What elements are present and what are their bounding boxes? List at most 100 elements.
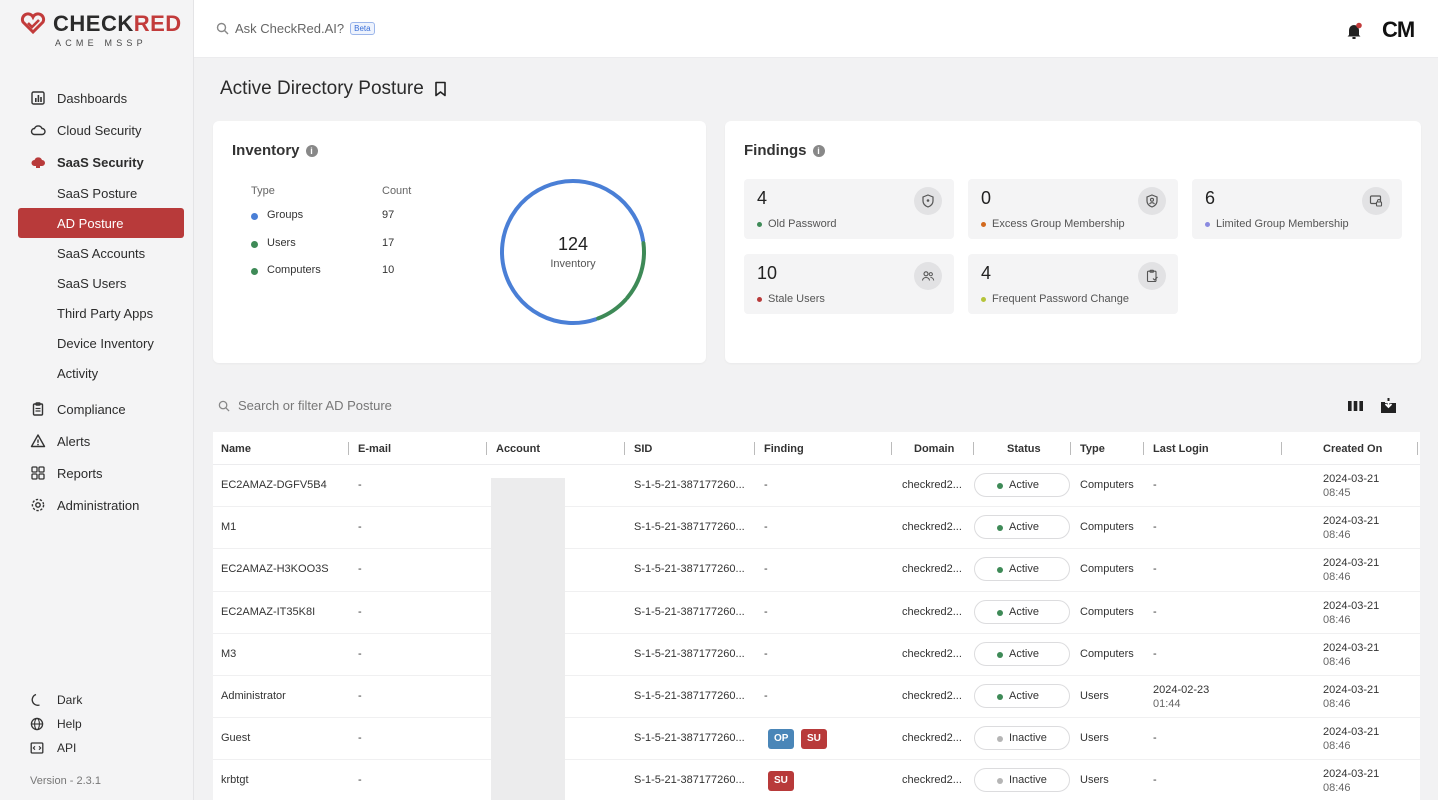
nav-saas-posture[interactable]: SaaS Posture xyxy=(0,178,194,208)
cell-name: EC2AMAZ-DGFV5B4 xyxy=(221,479,327,491)
finding-old-password[interactable]: 4 Old Password xyxy=(744,179,954,239)
logo[interactable]: CHECKRED ACME MSSP xyxy=(20,10,185,50)
dark-mode-toggle[interactable]: Dark xyxy=(0,688,194,712)
col-separator[interactable] xyxy=(1281,442,1282,455)
nav-administration[interactable]: Administration xyxy=(0,489,194,521)
cell-name: M3 xyxy=(221,647,237,660)
cell-sid: S-1-5-21-387177260... xyxy=(634,647,745,660)
inventory-count: 10 xyxy=(382,264,395,276)
nav-dashboards[interactable]: Dashboards xyxy=(0,82,194,114)
cell-domain: checkred2... xyxy=(902,479,962,491)
col-last-login[interactable]: Last Login xyxy=(1153,443,1209,455)
gear-icon xyxy=(31,498,45,512)
cell-sid: S-1-5-21-387177260... xyxy=(634,479,745,491)
status-badge: Active xyxy=(974,473,1070,497)
inventory-donut-chart[interactable] xyxy=(498,177,648,327)
col-separator[interactable] xyxy=(1417,442,1418,455)
col-type[interactable]: Type xyxy=(1080,443,1105,455)
cell-type: Computers xyxy=(1080,605,1134,618)
nav-ad-posture[interactable]: AD Posture xyxy=(18,208,184,238)
col-sid[interactable]: SID xyxy=(634,443,653,455)
warning-icon xyxy=(30,434,46,448)
col-created-on[interactable]: Created On xyxy=(1323,443,1383,455)
findings-card: Findings i 4 Old Password 0 Excess Group… xyxy=(725,121,1421,363)
col-separator[interactable] xyxy=(1143,442,1144,455)
nav-third-party-apps[interactable]: Third Party Apps xyxy=(0,298,194,328)
nav-saas-accounts[interactable]: SaaS Accounts xyxy=(0,238,194,268)
status-text: Active xyxy=(1009,689,1039,702)
col-separator[interactable] xyxy=(1070,442,1071,455)
col-finding[interactable]: Finding xyxy=(764,443,804,455)
ask-ai-search[interactable]: Ask CheckRed.AI? Beta xyxy=(216,21,375,36)
nav-cloud-security[interactable]: Cloud Security xyxy=(0,114,194,146)
nav-alerts[interactable]: Alerts xyxy=(0,425,194,457)
col-name[interactable]: Name xyxy=(221,443,251,455)
finding-excess-group-membership[interactable]: 0 Excess Group Membership xyxy=(968,179,1178,239)
finding-dot xyxy=(757,297,762,302)
cell-type: Computers xyxy=(1080,563,1134,576)
info-icon[interactable]: i xyxy=(305,144,318,157)
bookmark-icon[interactable] xyxy=(434,81,447,97)
nav-reports[interactable]: Reports xyxy=(0,457,194,489)
nav-compliance[interactable]: Compliance xyxy=(0,393,194,425)
columns-icon[interactable] xyxy=(1347,399,1364,413)
table-row[interactable]: Administrator - S-1-5-21-387177260... - chec… xyxy=(213,676,1420,719)
info-icon[interactable]: i xyxy=(812,144,825,157)
cell-domain: checkred2... xyxy=(902,563,962,576)
nav-saas-users[interactable]: SaaS Users xyxy=(0,268,194,298)
cell-domain: checkred2... xyxy=(902,647,962,660)
col-separator[interactable] xyxy=(486,442,487,455)
cell-name: Guest xyxy=(221,732,251,745)
finding-frequent-password-change[interactable]: 4 Frequent Password Change xyxy=(968,254,1178,314)
table-row[interactable]: M3 - S-1-5-21-387177260... - checkred2... Act… xyxy=(213,634,1420,676)
cell-domain: checkred2... xyxy=(902,732,962,745)
api-link[interactable]: API xyxy=(0,736,194,760)
cell-created-on: 2024-03-21 08:46 xyxy=(1323,641,1379,669)
created-time: 08:46 xyxy=(1323,655,1351,668)
table-row[interactable]: krbtgt - S-1-5-21-387177260... SU checkred2.… xyxy=(213,760,1420,800)
nav-device-inventory[interactable]: Device Inventory xyxy=(0,328,194,358)
dark-label: Dark xyxy=(57,693,83,707)
help-link[interactable]: Help xyxy=(0,712,194,736)
donut-slice-computers[interactable] xyxy=(596,297,628,321)
finding-limited-group-membership[interactable]: 6 Limited Group Membership xyxy=(1192,179,1402,239)
donut-slice-groups[interactable] xyxy=(500,179,646,325)
col-email[interactable]: E-mail xyxy=(358,443,392,455)
col-domain[interactable]: Domain xyxy=(914,443,955,455)
cell-name: EC2AMAZ-H3KOO3S xyxy=(221,563,329,576)
table-row[interactable]: EC2AMAZ-DGFV5B4 - S-1-5-21-387177260... - ch… xyxy=(213,465,1420,508)
finding-tag-op[interactable]: OP xyxy=(768,729,795,750)
export-icon[interactable] xyxy=(1379,397,1398,415)
cell-domain: checkred2... xyxy=(902,605,962,618)
table-row[interactable]: EC2AMAZ-IT35K8I - S-1-5-21-387177260... - ch… xyxy=(213,592,1420,634)
col-status[interactable]: Status xyxy=(1007,443,1041,455)
cell-created-on: 2024-03-21 08:46 xyxy=(1323,725,1379,753)
table-search[interactable]: Search or filter AD Posture xyxy=(218,398,392,413)
cell-name: M1 xyxy=(221,521,237,534)
finding-stale-users[interactable]: 10 Stale Users xyxy=(744,254,954,314)
inventory-total-label: Inventory xyxy=(550,258,596,270)
dashboard-icon xyxy=(31,91,45,105)
col-separator[interactable] xyxy=(891,442,892,455)
globe-icon xyxy=(30,717,44,731)
notification-bell-icon[interactable] xyxy=(1346,22,1362,40)
nav-saas-security[interactable]: SaaS Security xyxy=(0,146,194,178)
nav-activity[interactable]: Activity xyxy=(0,358,194,388)
inventory-total: 124 xyxy=(557,234,589,254)
col-separator[interactable] xyxy=(973,442,974,455)
user-avatar[interactable]: CM xyxy=(1382,17,1415,42)
col-account[interactable]: Account xyxy=(496,443,540,455)
created-date: 2024-03-21 xyxy=(1323,768,1380,781)
finding-count: 4 xyxy=(981,263,992,283)
table-row[interactable]: M1 - S-1-5-21-387177260... - checkred2... Act… xyxy=(213,507,1420,550)
col-separator[interactable] xyxy=(754,442,755,455)
api-label: API xyxy=(57,741,77,755)
col-separator[interactable] xyxy=(624,442,625,455)
finding-tag-su[interactable]: SU xyxy=(768,771,794,792)
finding-tag-su[interactable]: SU xyxy=(801,729,827,750)
col-separator[interactable] xyxy=(348,442,349,455)
donut-slice-users[interactable] xyxy=(625,241,646,300)
table-row[interactable]: Guest - S-1-5-21-387177260... OP SU checkred2… xyxy=(213,718,1420,761)
table-row[interactable]: EC2AMAZ-H3KOO3S - S-1-5-21-387177260... - ch… xyxy=(213,549,1420,592)
cell-type: Users xyxy=(1080,774,1109,787)
